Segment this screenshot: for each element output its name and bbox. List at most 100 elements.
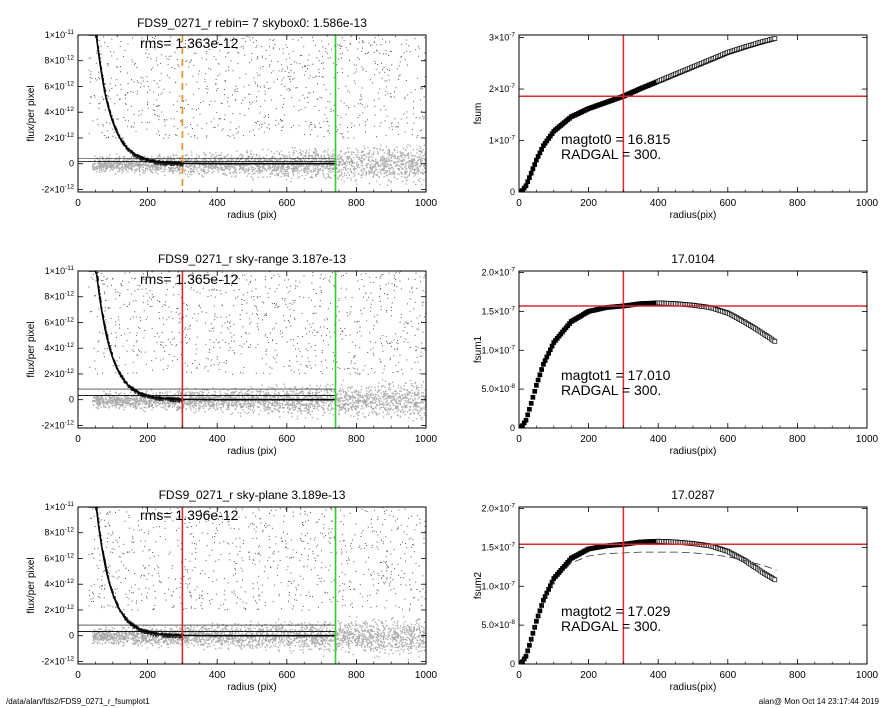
sky-point [361,157,364,159]
sky-point [169,168,171,170]
sky-point [415,388,418,390]
sky-point [280,176,282,178]
sky-point [184,159,186,161]
sky-point [328,160,330,162]
outlier-point [186,126,188,128]
outlier-point [280,94,282,96]
outlier-point [177,128,179,130]
sky-point [279,166,281,168]
sky-point [263,164,266,166]
outlier-point [130,91,132,92]
sky-point [403,159,405,161]
sky-point [179,392,182,394]
sky-point [109,162,112,164]
sky-point [229,164,231,166]
sky-point [383,157,385,160]
sky-point [412,154,414,157]
sky-point [165,165,167,167]
sky-point [294,147,296,149]
outlier-point [213,118,215,120]
sky-point [416,171,418,173]
sky-point [400,152,402,154]
sky-point [196,399,199,402]
sky-point [401,152,404,155]
outlier-point [168,55,170,57]
sky-point [362,160,364,162]
sky-point [209,152,211,154]
sky-point [314,167,317,170]
sky-point [365,395,367,397]
sky-point [238,159,241,161]
outlier-point [279,48,280,50]
sky-point [240,158,242,160]
profile-point [135,155,138,158]
sky-point [346,403,348,406]
outlier-point [224,80,226,82]
magtot-label: magtot0 = 16.815 [561,131,671,147]
outlier-point [208,49,210,50]
sky-point [155,166,157,168]
outlier-point [185,83,187,85]
sky-point [315,159,318,161]
sky-point [235,158,237,161]
sky-point [288,154,291,156]
sky-point [205,154,207,156]
sky-point [388,149,391,151]
sky-point [291,159,293,161]
sky-point [402,147,405,150]
sky-point [388,167,390,169]
outlier-point [131,79,132,81]
sky-point [142,400,144,402]
sky-point [306,170,308,173]
sky-point [363,398,365,401]
outlier-point [315,126,317,128]
sky-point [318,171,320,173]
sky-point [339,164,341,166]
outlier-point [91,77,93,79]
sky-point [258,413,260,415]
outlier-point [386,115,388,117]
outlier-point [114,103,116,105]
sky-point [160,166,162,168]
sky-point [330,400,332,402]
sky-point [158,169,160,171]
y-tick-label: 1×10-7 [489,135,515,146]
sky-point [248,403,251,405]
sky-point [189,165,191,167]
sky-point [100,161,102,164]
outlier-point [184,43,186,45]
outlier-point [180,107,182,109]
sky-point [181,161,183,163]
sky-point [409,160,411,162]
sky-point [114,165,116,167]
sky-point [325,160,328,162]
sky-point [402,160,404,162]
sky-point [304,161,306,163]
sky-point [107,162,109,164]
sky-point [283,156,285,158]
outlier-point [152,109,154,111]
sky-point [132,165,135,167]
outlier-point [154,114,156,116]
sky-point [358,156,360,158]
sky-point [246,175,248,177]
sky-point [413,165,415,167]
profile-point [150,161,153,163]
y-tick-label: 8×10-12 [44,55,74,66]
sky-point [323,155,325,157]
sky-point [358,411,360,413]
profile-point [121,138,123,140]
outlier-point [243,135,245,137]
outlier-point [159,80,161,82]
sky-point [117,398,119,401]
sky-point [391,381,394,383]
sky-point [346,174,348,176]
sky-point [261,169,263,172]
sky-point [313,151,316,154]
sky-point [413,155,415,157]
outlier-point [206,135,208,137]
outlier-point [390,123,392,125]
sky-point [415,164,417,167]
sky-point [210,159,212,162]
sky-point [369,164,372,166]
